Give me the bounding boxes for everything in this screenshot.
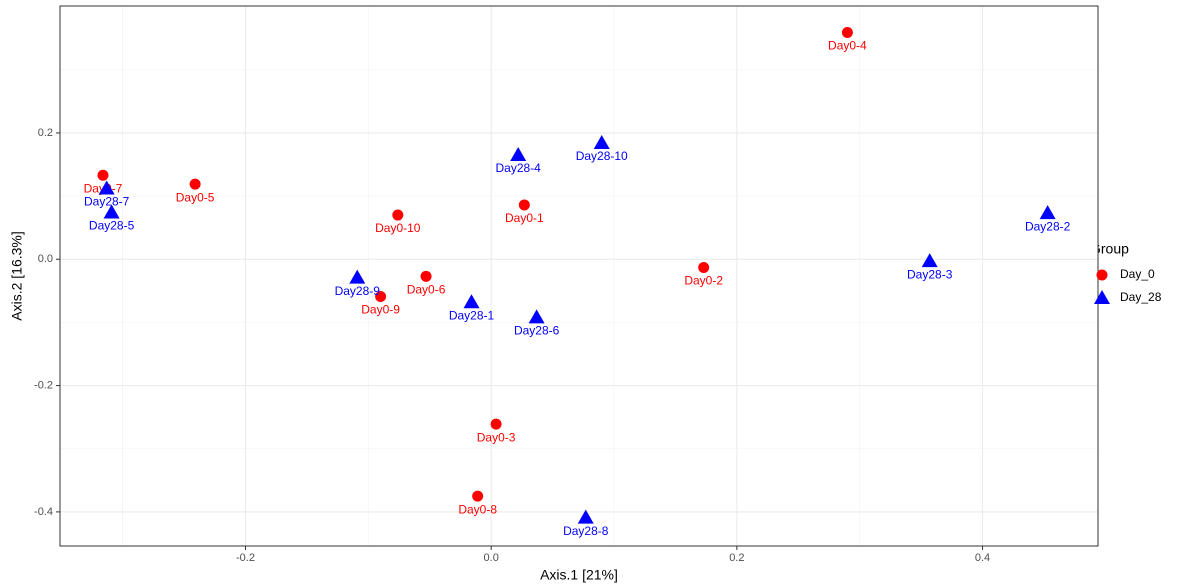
legend-title: Group bbox=[1090, 241, 1129, 257]
legend-marker bbox=[1096, 269, 1108, 281]
point-label: Day28-1 bbox=[449, 308, 495, 322]
point-label: Day28-9 bbox=[335, 284, 381, 298]
point-label: Day0-5 bbox=[176, 190, 215, 204]
legend-marker bbox=[1094, 290, 1110, 304]
point-label: Day0-4 bbox=[828, 39, 867, 53]
x-tick-label: 0.4 bbox=[975, 552, 990, 564]
point bbox=[510, 147, 527, 162]
point-label: Day28-8 bbox=[563, 524, 609, 538]
point bbox=[518, 199, 530, 211]
point bbox=[577, 509, 594, 524]
y-tick-label: 0.2 bbox=[38, 127, 53, 139]
y-axis-label: Axis.2 [16.3%] bbox=[9, 231, 25, 321]
x-tick-label: 0.2 bbox=[729, 552, 744, 564]
point-label: Day0-9 bbox=[361, 303, 400, 317]
legend-label: Day_0 bbox=[1120, 267, 1155, 281]
point-label: Day0-2 bbox=[684, 274, 723, 288]
point bbox=[98, 180, 115, 195]
x-axis-label: Axis.1 [21%] bbox=[540, 567, 618, 583]
x-tick-label: -0.2 bbox=[236, 552, 255, 564]
y-tick-label: -0.4 bbox=[34, 506, 53, 518]
point bbox=[189, 178, 201, 190]
point bbox=[463, 294, 480, 309]
point bbox=[841, 27, 853, 39]
point-label: Day0-6 bbox=[407, 282, 446, 296]
point bbox=[103, 204, 120, 219]
point bbox=[528, 309, 545, 324]
point bbox=[392, 209, 404, 221]
point-label: Day28-6 bbox=[514, 324, 560, 338]
legend-label: Day_28 bbox=[1120, 290, 1162, 304]
point bbox=[349, 269, 366, 284]
point bbox=[420, 270, 432, 282]
point-label: Day28-5 bbox=[89, 219, 135, 233]
point-label: Day28-7 bbox=[84, 195, 130, 209]
point bbox=[490, 418, 502, 430]
point-label: Day0-8 bbox=[458, 502, 497, 516]
y-tick-label: -0.2 bbox=[34, 379, 53, 391]
point bbox=[698, 261, 710, 273]
point-label: Day28-2 bbox=[1025, 219, 1071, 233]
point-label: Day0-10 bbox=[375, 221, 421, 235]
point-label: Day0-3 bbox=[477, 430, 516, 444]
point-label: Day28-10 bbox=[576, 149, 628, 163]
point-label: Day28-4 bbox=[496, 161, 542, 175]
point bbox=[472, 490, 484, 502]
point bbox=[375, 291, 387, 303]
point bbox=[97, 169, 109, 181]
plot-background bbox=[60, 6, 1098, 546]
y-tick-label: 0.0 bbox=[38, 253, 53, 265]
point bbox=[1039, 205, 1056, 220]
x-tick-label: 0.0 bbox=[484, 552, 499, 564]
point bbox=[593, 135, 610, 150]
point-label: Day28-3 bbox=[907, 267, 953, 281]
point-label: Day0-1 bbox=[505, 211, 544, 225]
point bbox=[921, 253, 938, 268]
